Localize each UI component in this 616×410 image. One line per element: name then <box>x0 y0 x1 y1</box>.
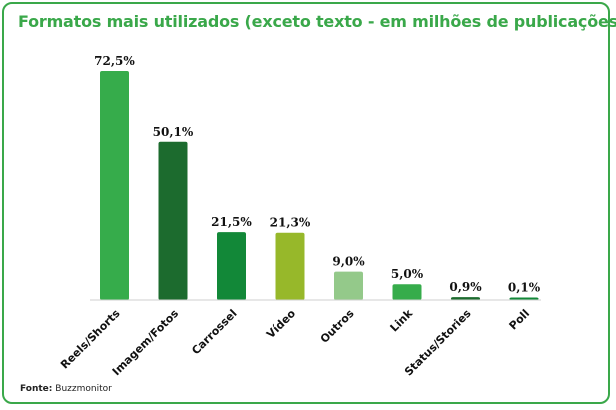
value-label-0: 72,5% <box>94 54 135 68</box>
category-label-3: Vídeo <box>264 307 298 341</box>
bar-2 <box>217 232 246 300</box>
value-label-6: 0,9% <box>449 280 482 294</box>
value-label-5: 5,0% <box>391 267 424 281</box>
source-note: Fonte: Buzzmonitor <box>20 384 112 394</box>
source-label: Fonte: <box>20 384 53 394</box>
category-label-0: Reels/Shorts <box>58 307 123 372</box>
value-label-7: 0,1% <box>508 281 541 295</box>
bar-5 <box>392 284 422 300</box>
category-label-5: Link <box>388 306 416 334</box>
source-text: Buzzmonitor <box>55 384 112 394</box>
value-label-3: 21,3% <box>270 216 311 230</box>
bar-7 <box>509 297 539 300</box>
bar-6 <box>451 297 480 300</box>
bar-0 <box>100 71 129 300</box>
category-label-7: Poll <box>507 307 533 333</box>
bar-4 <box>334 271 363 300</box>
bars-group <box>100 71 539 300</box>
category-label-2: Carrossel <box>189 307 239 357</box>
bar-1 <box>158 141 188 300</box>
value-label-2: 21,5% <box>211 215 252 229</box>
bar-3 <box>275 232 305 300</box>
chart-title: Formatos mais utilizados (exceto texto -… <box>18 12 616 31</box>
value-label-1: 50,1% <box>153 125 194 139</box>
value-label-4: 9,0% <box>332 255 365 269</box>
category-label-4: Outros <box>318 307 357 346</box>
value-labels-group: 72,5% 50,1% 21,5% 21,3% 9,0% 5,0% 0,9% 0,1% <box>94 54 541 295</box>
